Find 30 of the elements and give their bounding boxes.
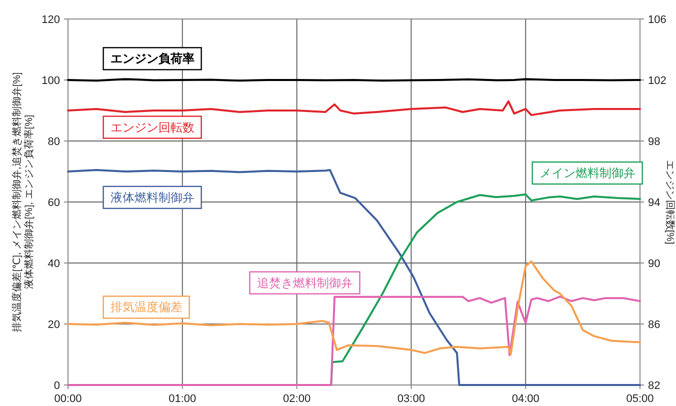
y2-tick-label: 98 [648,136,660,148]
series-label: 液体燃料制御弁 [110,190,194,204]
y-tick-label: 20 [48,319,60,331]
y-tick-label: 80 [48,136,60,148]
y2-tick-label: 86 [648,319,660,331]
y2-tick-label: 82 [648,380,660,392]
x-tick-label: 01:00 [168,393,196,405]
y2-axis-title: エンジン回転数[%] [664,160,675,244]
y-tick-label: 120 [42,14,60,26]
y-tick-label: 60 [48,197,60,209]
series-label: 排気温度偏差 [110,300,182,314]
x-tick-label: 05:00 [626,393,654,405]
y2-tick-label: 90 [648,258,660,270]
line-series [67,100,641,116]
series-label: エンジン負荷率 [110,52,194,66]
x-tick-label: 04:00 [512,393,540,405]
y-tick-label: 100 [42,75,60,87]
x-tick-label: 03:00 [397,393,425,405]
series-label: メイン燃料制御弁 [539,166,636,180]
y2-tick-label: 94 [648,197,660,209]
series-label: 追焚き燃料制御弁 [256,276,353,290]
y2-tick-label: 106 [648,14,666,26]
y-tick-label: 40 [48,258,60,270]
line-series [67,260,641,356]
x-tick-label: 02:00 [283,393,311,405]
x-tick-label: 00:00 [54,393,82,405]
y-tick-label: 0 [54,380,60,392]
y2-tick-label: 102 [648,75,666,87]
series-label: エンジン回転数 [110,120,194,134]
y-axis-title: 排気温度偏差[℃], メイン燃料制御弁,追焚き燃料制御弁[%] 液体燃料制御弁[%], エンジン負荷率[%] [11,72,35,332]
